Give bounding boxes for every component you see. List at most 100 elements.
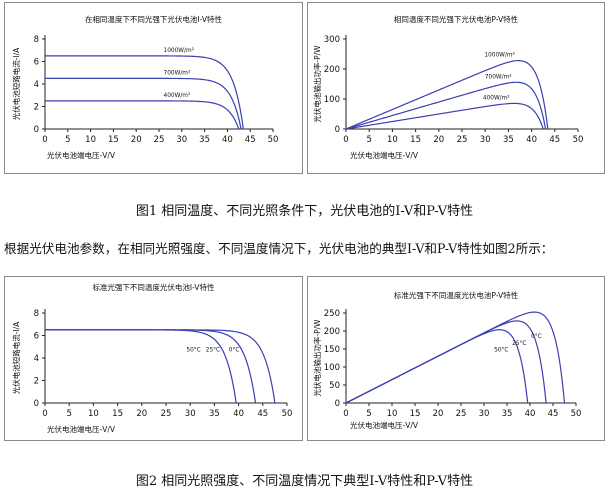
y-tick-label: 200 [324,65,340,75]
x-tick-label: 10 [85,135,96,145]
chart-title: 相同温度不同光强下光伏电池P-V特性 [394,14,519,24]
x-tick-label: 30 [480,135,491,145]
series-line [45,77,242,130]
series-label: 50°C [186,348,200,354]
chart-panel-iv-irradiance: 在相同温度下不同光强下光伏电池I-V特性 0 5 10 15 20 25 30 35 40 45 50… [4,2,303,174]
figure1-caption: 图1 相同温度、不同光照条件下，光伏电池的I-V和P-V特性 [135,204,474,219]
y-tick-label: 4 [34,80,39,90]
series-line [45,55,244,130]
x-tick-label: 30 [479,409,490,419]
x-tick-label: 30 [185,409,196,419]
chart-iv-temperature: 标准光强下不同温度光伏电池I-V特性 0 5 10 15 20 25 30 35 40 45 50 0 2… [11,282,293,434]
x-tick-label: 35 [199,135,210,145]
x-tick-label: 40 [233,409,244,419]
series-label: 400W/m² [164,92,191,99]
x-tick-label: 15 [108,135,119,145]
y-tick-label: 100 [324,95,340,105]
x-axis-label: 光伏电池端电压-V/V [47,150,116,160]
y-tick-label: 300 [324,35,340,45]
x-tick-label: 10 [387,409,398,419]
y-axis-label: 光伏电池短路电流-I/A [11,321,21,394]
x-tick-label: 0 [42,135,47,145]
series-line [345,59,549,130]
chart-title: 在相同温度下不同光强下光伏电池I-V特性 [85,14,223,24]
chart-panel-pv-irradiance: 相同温度不同光强下光伏电池P-V特性 0 5 10 15 20 25 30 35 40 45 50 0 1… [307,2,605,174]
y-tick-label: 8 [34,35,39,45]
y-tick-label: 6 [34,58,39,68]
x-tick-label: 15 [410,135,421,145]
y-axis-label: 光伏电池输出功率-P/W [312,45,322,123]
series-line [45,329,276,404]
x-tick-label: 25 [161,409,172,419]
x-tick-label: 15 [410,409,421,419]
x-tick-label: 40 [525,409,536,419]
x-tick-label: 30 [176,135,187,145]
y-tick-label: 0 [34,125,39,135]
series-line [345,102,544,130]
y-tick-label: 200 [324,327,340,337]
series-label: 700W/m² [485,73,512,80]
y-tick-label: 2 [34,377,39,387]
series-line [345,329,529,404]
series-label: 400W/m² [483,94,510,101]
x-tick-label: 5 [65,135,70,145]
series-label: 1000W/m² [484,52,514,59]
x-tick-label: 5 [366,409,371,419]
x-tick-label: 25 [456,409,467,419]
x-tick-label: 35 [209,409,220,419]
series-line [345,320,547,404]
y-axis-label: 光伏电池输出功率-P/W [312,319,322,397]
chart-pv-temperature: 标准光强下不同温度光伏电池P-V特性 0 5 10 15 20 25 30 35 40 45 50 0 5… [312,290,582,430]
x-tick-label: 10 [387,135,398,145]
y-tick-label: 50 [329,381,340,391]
x-tick-label: 0 [42,409,47,419]
series-label: 25°C [512,341,526,347]
x-tick-label: 20 [131,135,142,145]
x-tick-label: 50 [282,409,293,419]
x-tick-label: 20 [136,409,147,419]
series-line [45,100,240,130]
x-tick-label: 20 [433,409,444,419]
x-tick-label: 25 [457,135,468,145]
x-tick-label: 0 [343,135,348,145]
x-axis-label: 光伏电池端电压-V/V [350,420,419,430]
y-tick-label: 100 [324,363,340,373]
y-tick-label: 250 [324,309,340,319]
figure2-caption: 图2 相同光照强度、不同温度情况下典型I-V特性和P-V特性 [135,474,474,489]
x-tick-label: 15 [112,409,123,419]
y-tick-label: 4 [34,354,39,364]
series-label: 50°C [494,348,508,354]
series-label: 0°C [229,348,240,354]
intro-paragraph: 根据光伏电池参数，在相同光照强度、不同温度情况下，光伏电池的典型I-V和P-V特… [4,241,554,256]
x-tick-label: 50 [573,135,584,145]
series-label: 1000W/m² [164,47,194,54]
chart-pv-irradiance: 相同温度不同光强下光伏电池P-V特性 0 5 10 15 20 25 30 35 40 45 50 0 1… [312,14,584,160]
x-tick-label: 45 [548,409,559,419]
y-tick-label: 0 [335,399,340,409]
y-tick-label: 0 [335,125,340,135]
y-tick-label: 2 [34,103,39,113]
series-line [45,329,237,404]
chart-title: 标准光强下不同温度光伏电池I-V特性 [92,282,215,292]
series-label: 25°C [206,348,220,354]
y-tick-label: 8 [34,309,39,319]
x-tick-label: 5 [66,409,71,419]
x-tick-label: 50 [571,409,582,419]
series-label: 700W/m² [164,69,191,76]
series-line [345,81,547,130]
y-tick-label: 150 [324,345,340,355]
x-tick-label: 45 [257,409,268,419]
y-axis-label: 光伏电池短路电流-I/A [11,47,21,120]
series-label: 0°C [531,334,542,340]
series-line [45,329,257,404]
x-tick-label: 50 [268,135,279,145]
x-tick-label: 40 [222,135,233,145]
y-tick-label: 0 [34,399,39,409]
chart-panel-iv-temperature: 标准光强下不同温度光伏电池I-V特性 0 5 10 15 20 25 30 35 40 45 50 0 2… [4,276,303,441]
x-axis-label: 光伏电池端电压-V/V [350,150,419,160]
chart-title: 标准光强下不同温度光伏电池P-V特性 [394,290,519,300]
x-tick-label: 5 [366,135,371,145]
x-tick-label: 40 [526,135,537,145]
x-tick-label: 35 [503,135,514,145]
